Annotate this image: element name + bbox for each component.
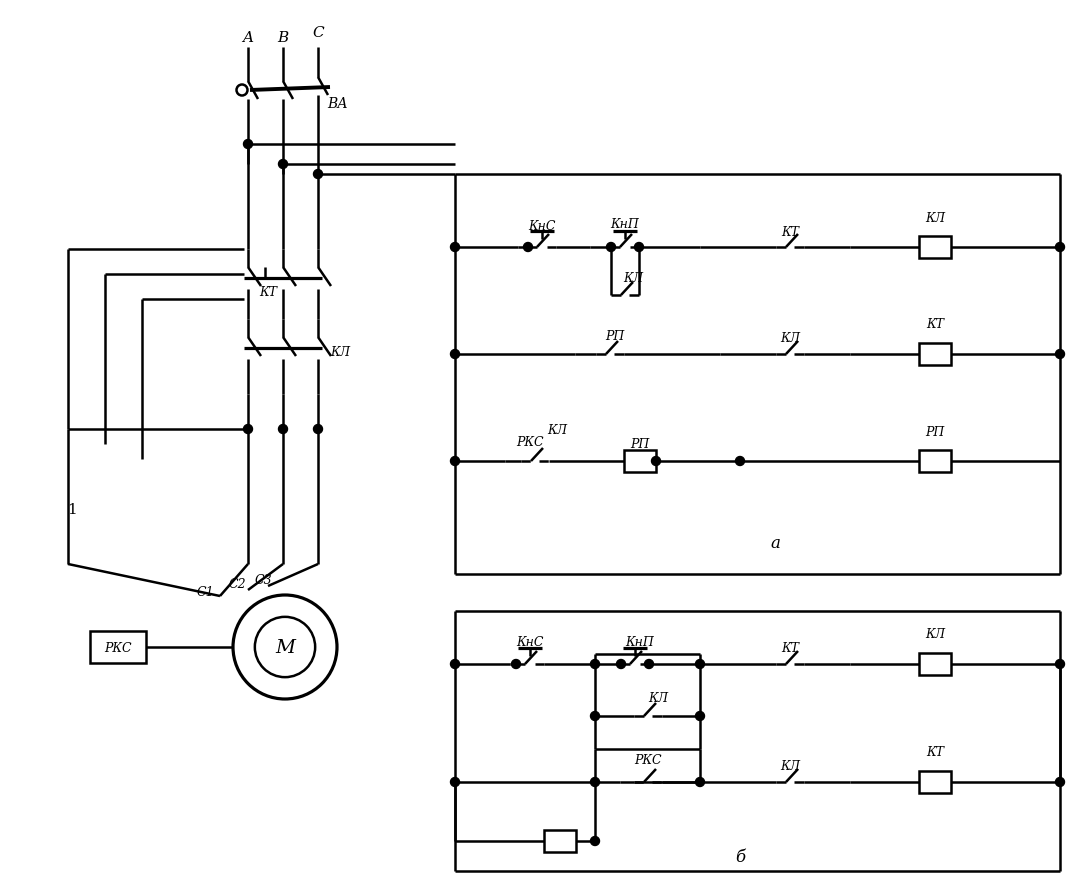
Circle shape: [695, 659, 705, 669]
Text: РКС: РКС: [635, 753, 662, 766]
Text: С2: С2: [229, 578, 246, 591]
Circle shape: [652, 457, 661, 466]
Circle shape: [511, 659, 521, 669]
Text: КнС: КнС: [529, 220, 556, 233]
Text: КЛ: КЛ: [330, 345, 350, 358]
Circle shape: [616, 659, 626, 669]
Circle shape: [313, 170, 323, 179]
Circle shape: [244, 140, 252, 149]
Text: КТ: КТ: [781, 226, 799, 238]
Circle shape: [278, 425, 287, 434]
Text: 1: 1: [67, 502, 77, 516]
Circle shape: [590, 712, 600, 721]
Bar: [544, 830, 576, 852]
Circle shape: [451, 778, 459, 787]
Text: КТ: КТ: [259, 286, 277, 299]
Text: КЛ: КЛ: [925, 628, 945, 641]
Text: КТ: КТ: [781, 642, 799, 655]
Circle shape: [451, 457, 459, 466]
Circle shape: [606, 243, 615, 252]
Text: а: а: [770, 534, 780, 551]
Text: КнП: КнП: [626, 636, 654, 649]
Circle shape: [735, 457, 744, 466]
Text: ВА: ВА: [328, 97, 349, 111]
Circle shape: [244, 425, 252, 434]
Bar: [919, 771, 951, 793]
Circle shape: [590, 778, 600, 787]
Circle shape: [451, 350, 459, 359]
Text: КТ: КТ: [546, 839, 564, 853]
Text: КнС: КнС: [517, 636, 544, 649]
Bar: [624, 450, 656, 472]
Circle shape: [1056, 350, 1065, 359]
Text: С3: С3: [255, 572, 272, 586]
Text: РКС: РКС: [517, 435, 544, 448]
Text: РКС: РКС: [104, 641, 132, 654]
Text: КЛ: КЛ: [780, 332, 800, 345]
Text: КЛ: КЛ: [648, 692, 668, 705]
Text: б: б: [735, 848, 745, 866]
Bar: [919, 343, 951, 365]
Text: КТ: КТ: [926, 318, 944, 331]
Text: С1: С1: [196, 585, 213, 598]
Bar: [919, 237, 951, 259]
Circle shape: [313, 425, 323, 434]
Circle shape: [1056, 243, 1065, 252]
Text: КТ: КТ: [926, 745, 944, 759]
Bar: [919, 450, 951, 472]
Circle shape: [451, 659, 459, 669]
Bar: [90, 631, 146, 663]
Text: КЛ: КЛ: [623, 271, 643, 284]
Circle shape: [451, 243, 459, 252]
Circle shape: [695, 778, 705, 787]
Text: РП: РП: [605, 330, 625, 343]
Circle shape: [523, 243, 533, 252]
Bar: [919, 653, 951, 675]
Text: РП: РП: [630, 437, 650, 450]
Text: КЛ: КЛ: [547, 423, 567, 436]
Text: A: A: [243, 31, 253, 45]
Text: B: B: [277, 31, 289, 45]
Circle shape: [1056, 778, 1065, 787]
Circle shape: [590, 659, 600, 669]
Circle shape: [278, 161, 287, 169]
Text: КнП: КнП: [611, 217, 639, 230]
Text: КЛ: КЛ: [925, 212, 945, 224]
Circle shape: [695, 712, 705, 721]
Text: КЛ: КЛ: [780, 759, 800, 773]
Text: C: C: [312, 26, 324, 40]
Circle shape: [644, 659, 653, 669]
Text: РП: РП: [925, 425, 944, 438]
Text: М: М: [275, 638, 295, 656]
Circle shape: [1056, 659, 1065, 669]
Circle shape: [590, 837, 600, 846]
Circle shape: [635, 243, 643, 252]
